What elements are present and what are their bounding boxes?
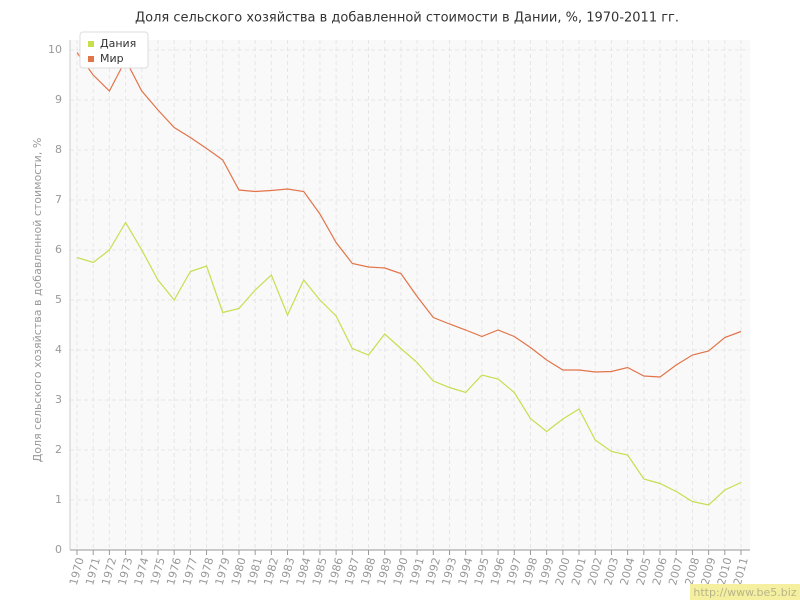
y-tick-label: 0 [55,543,62,556]
y-tick-label: 10 [48,43,62,56]
y-tick-label: 9 [55,93,62,106]
legend-box [79,31,149,69]
y-tick-label: 4 [55,343,62,356]
series-line [76,221,742,506]
legend-label: Мир [100,52,124,65]
y-axis-label: Доля сельского хозяйства в добавленной с… [31,138,44,463]
y-tick-label: 5 [55,293,62,306]
y-tick-label: 6 [55,243,62,256]
y-tick-label: 3 [55,393,62,406]
series-line [76,52,742,378]
legend-swatch [88,41,94,47]
y-tick-label: 2 [55,443,62,456]
grid: 0123456789101970197119721973197419751976… [48,40,751,587]
y-tick-label: 7 [55,193,62,206]
legend: Дания Мир [79,31,149,69]
legend-swatch [88,56,94,62]
watermark: http://www.be5.biz [693,586,796,599]
y-tick-label: 1 [55,493,62,506]
chart-title: Доля сельского хозяйства в добавленной с… [135,11,679,26]
legend-label: Дания [100,37,136,50]
watermark-bg [690,584,800,600]
y-tick-label: 8 [55,143,62,156]
lines [76,52,742,506]
plot-area [70,40,750,550]
